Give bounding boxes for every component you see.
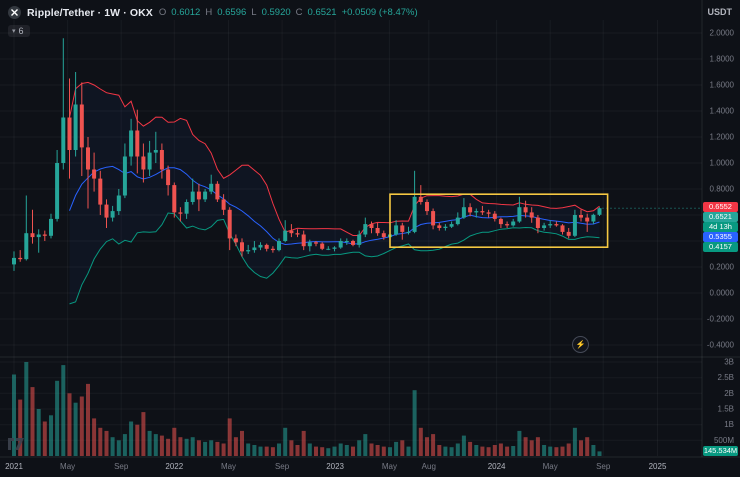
indicators-collapse-button[interactable]: ▾ 6: [8, 25, 30, 37]
svg-text:2.5B: 2.5B: [718, 373, 734, 382]
svg-text:1.2000: 1.2000: [710, 133, 735, 142]
band-basis-price-tag: 0.5355: [703, 232, 738, 242]
volume-bars: [12, 362, 602, 456]
time-scale[interactable]: [0, 457, 740, 477]
svg-text:-0.2000: -0.2000: [707, 315, 735, 324]
svg-text:Sep: Sep: [114, 462, 129, 471]
svg-text:Sep: Sep: [596, 462, 611, 471]
last-price-tag: 0.6521: [703, 212, 738, 222]
svg-text:1.0000: 1.0000: [710, 159, 735, 168]
chevron-down-icon: ▾: [12, 27, 16, 35]
lightning-button[interactable]: ⚡: [572, 336, 589, 353]
svg-text:1.8000: 1.8000: [710, 55, 735, 64]
ohlc-readout: O 0.6012 H 0.6596 L 0.5920 C 0.6521 +0.0509 …: [159, 7, 418, 18]
open-value: 0.6012: [171, 7, 201, 18]
svg-text:2022: 2022: [165, 462, 183, 471]
band-upper-price-tag: 0.6552: [703, 202, 738, 212]
svg-text:2B: 2B: [724, 389, 734, 398]
band-lower-price-tag: 0.4157: [703, 242, 738, 252]
svg-text:2.0000: 2.0000: [710, 29, 735, 38]
svg-text:Aug: Aug: [422, 462, 436, 471]
svg-text:May: May: [382, 462, 397, 471]
bar-countdown-tag: 4d 13h: [703, 222, 738, 232]
high-label: H: [205, 7, 213, 18]
svg-text:May: May: [60, 462, 75, 471]
svg-text:0.0000: 0.0000: [710, 289, 735, 298]
svg-text:2025: 2025: [649, 462, 667, 471]
lightning-icon: ⚡: [575, 340, 586, 349]
svg-text:1B: 1B: [724, 420, 734, 429]
bollinger-fill: [69, 82, 600, 304]
svg-text:2021: 2021: [5, 462, 23, 471]
svg-text:May: May: [221, 462, 236, 471]
svg-text:0.2000: 0.2000: [710, 263, 735, 272]
svg-text:-0.4000: -0.4000: [707, 341, 735, 350]
svg-text:2023: 2023: [326, 462, 344, 471]
change-value: +0.0509 (+8.47%): [341, 7, 418, 18]
symbol-header: Ripple/Tether · 1W · OKX O 0.6012 H 0.6596…: [8, 6, 418, 19]
close-value: 0.6521: [307, 7, 337, 18]
candles: [12, 38, 602, 271]
svg-text:2024: 2024: [488, 462, 506, 471]
high-value: 0.6596: [217, 7, 247, 18]
svg-text:1.5B: 1.5B: [718, 405, 734, 414]
volume-axis-labels: 3B 2.5B 2B 1.5B 1B 500M: [714, 358, 734, 445]
close-label: C: [295, 7, 303, 18]
xrp-logo-icon: [8, 6, 21, 19]
low-value: 0.5920: [261, 7, 291, 18]
svg-text:1.4000: 1.4000: [710, 107, 735, 116]
bollinger-basis-line: [69, 165, 600, 246]
svg-text:0.8000: 0.8000: [710, 185, 735, 194]
svg-text:3B: 3B: [724, 358, 734, 367]
svg-text:Sep: Sep: [275, 462, 290, 471]
tradingview-logo[interactable]: [7, 437, 27, 451]
annotation-rectangle[interactable]: [389, 193, 609, 248]
bollinger-lower-line: [69, 212, 600, 305]
grid: [0, 20, 702, 456]
indicators-count: 6: [18, 26, 24, 36]
volume-value-tag: 145.534M: [703, 446, 738, 456]
bollinger-upper-line: [69, 81, 600, 236]
time-axis-labels: 2021 May Sep 2022 May Sep 2023 May Aug 2024 May Sep…: [5, 462, 667, 471]
low-label: L: [251, 7, 257, 18]
open-label: O: [158, 7, 167, 18]
symbol-title[interactable]: Ripple/Tether · 1W · OKX: [27, 6, 153, 19]
svg-text:1.6000: 1.6000: [710, 81, 735, 90]
svg-text:May: May: [543, 462, 558, 471]
currency-badge: USDT: [707, 7, 733, 17]
svg-text:500M: 500M: [714, 436, 734, 445]
price-axis-labels: 2.0000 1.8000 1.6000 1.4000 1.2000 1.0000 0.80…: [707, 29, 735, 350]
